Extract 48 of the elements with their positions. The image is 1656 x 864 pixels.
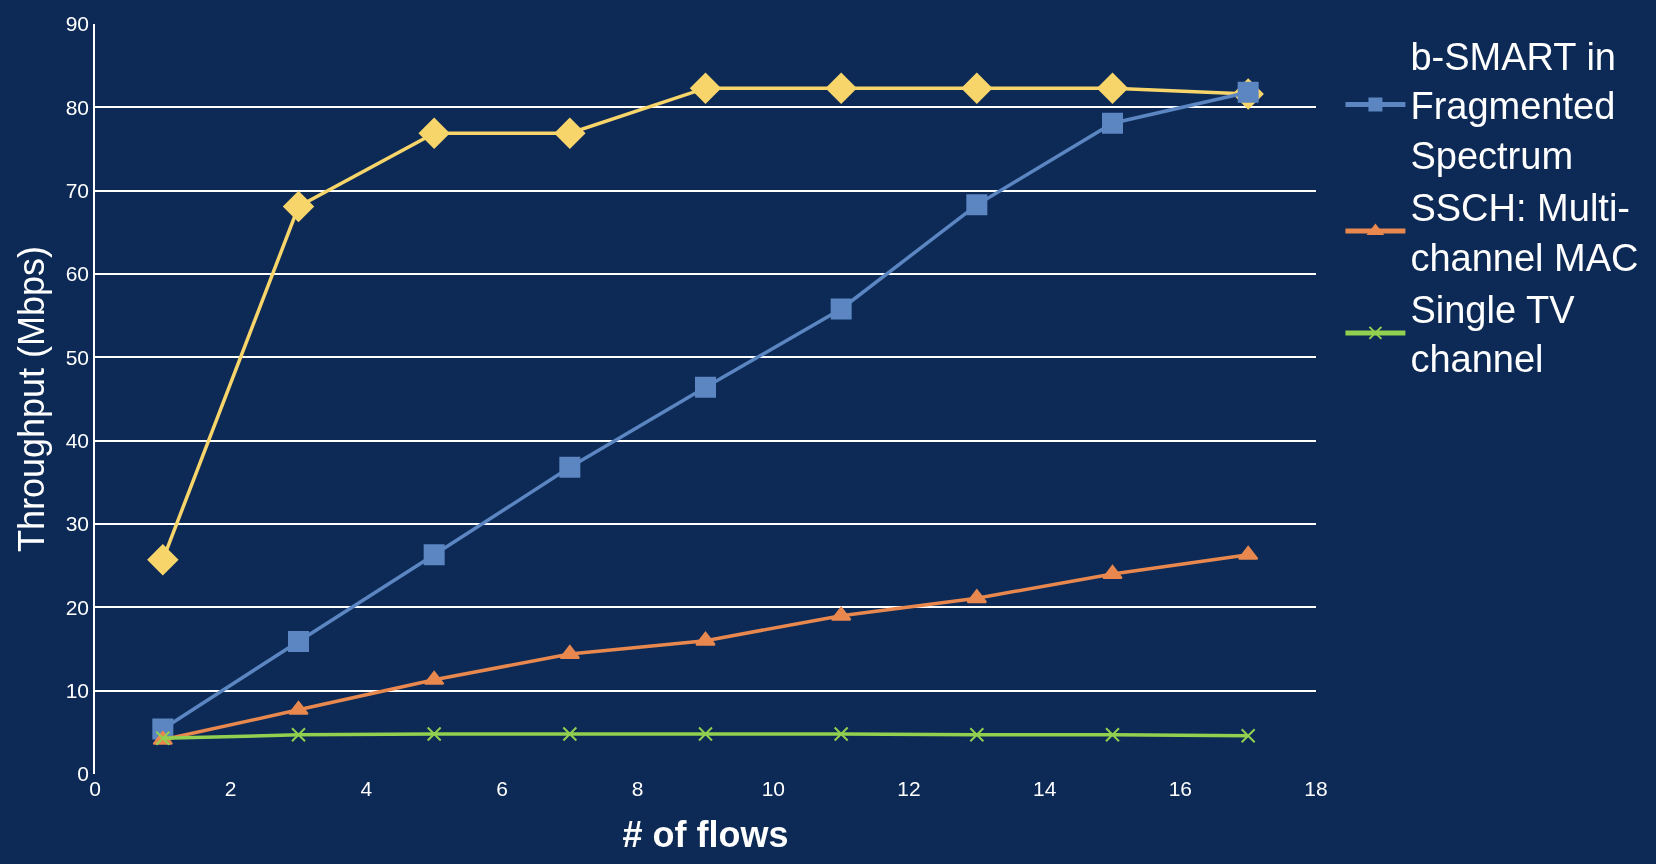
legend-label: Single TV channel <box>1410 289 1576 381</box>
x-tick-label: 16 <box>1168 777 1193 800</box>
legend-label: SSCH: Multi-channel MAC <box>1410 187 1639 279</box>
x-tick-label: 4 <box>360 777 373 800</box>
y-tick-label: 70 <box>65 179 90 203</box>
point <box>966 194 988 216</box>
point <box>554 117 586 149</box>
x-tick-label: 8 <box>631 777 644 800</box>
x-tick-label: 12 <box>897 777 921 800</box>
x-axis-title: # of flows <box>622 813 789 855</box>
y-tick-label: 40 <box>65 429 90 453</box>
point <box>1097 72 1128 104</box>
point <box>562 726 578 742</box>
x-tick-label: 14 <box>1032 777 1057 800</box>
point <box>825 72 857 104</box>
point <box>423 544 445 566</box>
point <box>426 726 442 742</box>
x-tick-label: 18 <box>1304 777 1328 800</box>
point <box>418 117 450 149</box>
x-tick-label: 6 <box>496 777 508 800</box>
point <box>969 727 985 743</box>
point <box>830 298 852 320</box>
point <box>833 726 849 742</box>
point <box>283 191 314 222</box>
point <box>695 376 716 398</box>
y-tick-label: 60 <box>65 262 90 286</box>
point <box>559 456 581 478</box>
y-axis-title: Throughput (Mbps) <box>11 245 53 553</box>
x-tick-label: 2 <box>224 777 237 800</box>
x-tick-label: 10 <box>761 777 786 800</box>
y-tick-label: 80 <box>65 95 90 119</box>
point <box>288 700 309 715</box>
point <box>1102 112 1123 134</box>
point <box>288 631 309 652</box>
point <box>690 72 721 104</box>
point <box>147 544 179 576</box>
y-tick-label: 20 <box>65 595 90 619</box>
point <box>698 726 713 742</box>
y-tick-label: 10 <box>65 679 90 703</box>
y-tick-label: 50 <box>65 345 90 369</box>
y-tick-label: 30 <box>65 512 90 536</box>
y-tick-label: 90 <box>65 12 90 36</box>
legend-label: b-SMART in Fragmented Spectrum <box>1410 36 1616 177</box>
point <box>1240 728 1256 744</box>
point <box>961 72 993 104</box>
point <box>291 727 306 743</box>
point <box>695 631 716 646</box>
point <box>1105 727 1120 743</box>
